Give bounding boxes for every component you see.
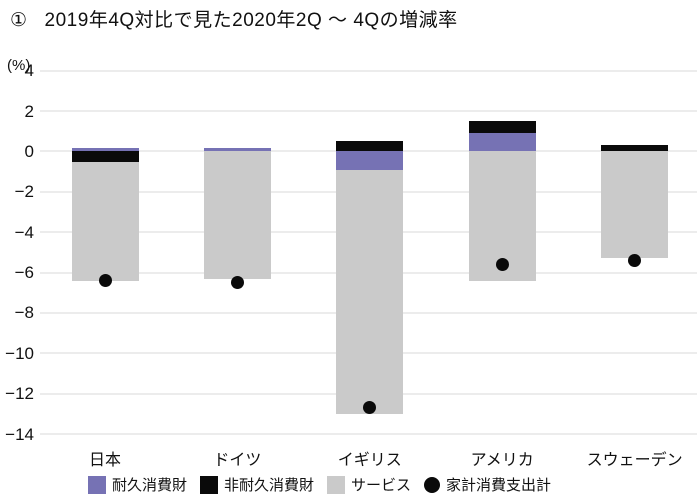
legend-item-サービス: サービス [327,474,411,495]
total-dot-日本 [98,274,112,288]
y-axis-tick-label: −8 [14,303,34,323]
legend-label: 家計消費支出計 [446,477,552,494]
total-dot-スウェーデン [628,253,642,267]
legend-swatch-icon [327,475,346,494]
legend-item-非耐久消費財: 非耐久消費財 [200,474,314,495]
y-axis-tick-label: −12 [5,384,34,404]
y-axis-unit-label: (%) [7,57,31,74]
total-dot-ドイツ [230,276,244,290]
chart-title: ① 2019年4Q対比で見た2020年2Q ～ 4Qの増減率 [10,5,458,32]
y-axis-tick-label: −4 [14,222,34,242]
gridline-y--14 [40,433,697,435]
x-axis-label-アメリカ: アメリカ [470,452,534,469]
bar-segment-非耐久消費財-日本 [71,151,139,162]
y-axis-tick-label: −2 [14,182,34,202]
x-axis-label-イギリス: イギリス [337,452,402,469]
bar-segment-サービス-スウェーデン [601,151,669,259]
legend-label: サービス [351,477,412,494]
gridline-y-2 [40,110,697,113]
bar-segment-サービス-日本 [71,161,139,281]
y-axis-tick-label: −10 [5,343,34,363]
x-axis-label-スウェーデン: スウェーデン [586,452,683,469]
title-index-mark: ① [10,10,28,31]
x-axis-label-ドイツ: ドイツ [213,452,262,469]
legend-item-耐久消費財: 耐久消費財 [88,474,187,495]
legend-label: 非耐久消費財 [224,477,315,494]
total-dot-アメリカ [495,257,509,271]
bar-segment-サービス-イギリス [336,169,404,414]
y-axis-tick-label: −6 [14,263,34,283]
y-axis-tick-label: −14 [5,424,34,444]
bar-segment-非耐久消費財-アメリカ [468,121,536,134]
bar-segment-非耐久消費財-スウェーデン [601,145,669,152]
y-axis-tick-label: 0 [24,141,34,161]
y-axis-tick-label: 4 [24,61,34,81]
bar-segment-耐久消費財-イギリス [336,151,404,170]
legend-swatch-icon [88,475,106,494]
title-text: 2019年4Q対比で見た2020年2Q ～ 4Qの増減率 [44,10,458,31]
gridline-y-4 [40,69,697,72]
bar-segment-サービス-ドイツ [203,151,271,279]
y-axis-tick-label: 2 [24,101,34,121]
legend-swatch-icon [200,475,219,494]
bar-segment-耐久消費財-日本 [71,148,139,152]
bar-segment-耐久消費財-アメリカ [468,133,536,152]
bar-segment-耐久消費財-ドイツ [203,148,271,152]
legend-item-家計消費支出計: 家計消費支出計 [424,474,551,495]
legend-dot-icon [424,476,441,493]
legend-label: 耐久消費財 [112,477,188,494]
chart-legend: 耐久消費財 非耐久消費財 サービス 家計消費支出計 [88,474,551,495]
total-dot-イギリス [363,401,377,415]
x-axis-label-日本: 日本 [88,452,121,469]
bar-segment-非耐久消費財-イギリス [336,141,404,152]
